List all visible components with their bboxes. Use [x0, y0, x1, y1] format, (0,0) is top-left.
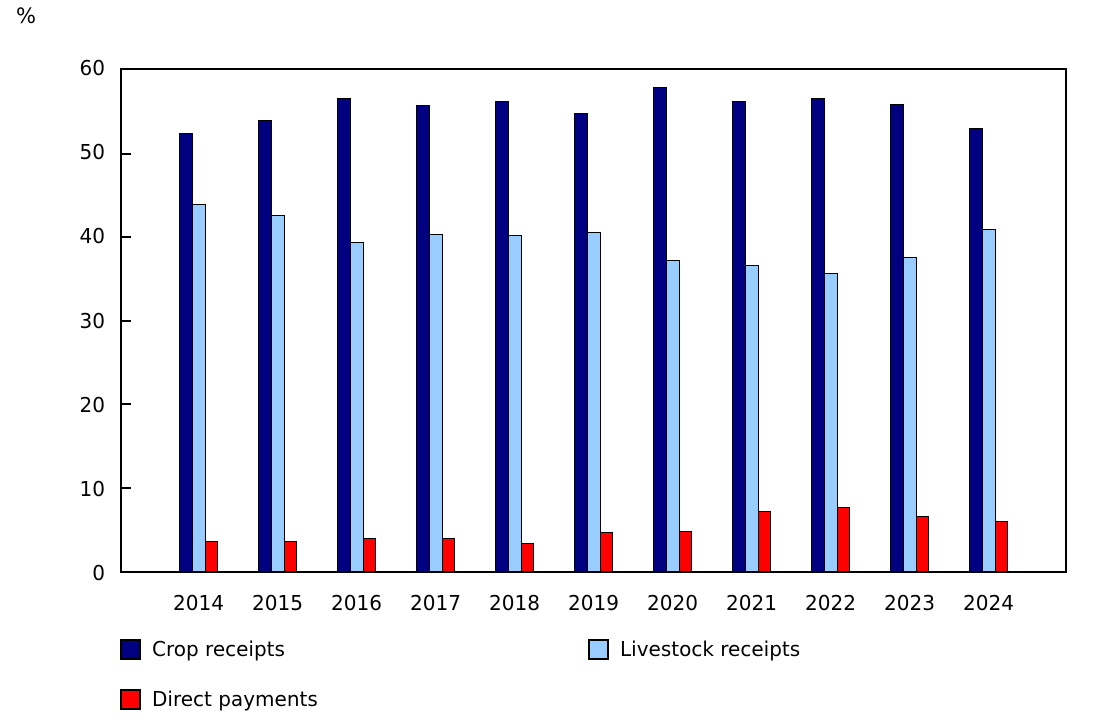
bar-livestock-receipts-2014 — [192, 203, 206, 571]
bar-livestock-receipts-2020 — [666, 259, 680, 571]
bar-livestock-receipts-2015 — [271, 215, 285, 571]
legend-label-crop-receipts: Crop receipts — [152, 637, 285, 661]
y-tick-mark-50 — [122, 152, 131, 155]
bar-livestock-receipts-2021 — [745, 265, 759, 571]
bar-direct-payments-2016 — [363, 537, 376, 571]
y-axis-unit-label: % — [16, 4, 36, 28]
bar-crop-receipts-2014 — [179, 133, 193, 571]
bar-direct-payments-2023 — [916, 515, 929, 571]
bar-crop-receipts-2023 — [890, 104, 904, 571]
bar-crop-receipts-2016 — [337, 97, 351, 571]
x-tick-label-2016: 2016 — [331, 591, 382, 615]
bar-direct-payments-2020 — [679, 530, 692, 571]
legend-item-crop-receipts: Crop receipts — [120, 637, 285, 661]
bar-livestock-receipts-2016 — [350, 242, 364, 571]
x-tick-label-2023: 2023 — [884, 591, 935, 615]
bar-direct-payments-2024 — [995, 520, 1008, 571]
x-tick-label-2015: 2015 — [252, 591, 303, 615]
legend-label-direct-payments: Direct payments — [152, 687, 318, 711]
y-tick-label-40: 40 — [79, 224, 105, 249]
bar-direct-payments-2015 — [284, 540, 297, 571]
y-tick-label-20: 20 — [79, 392, 105, 417]
bar-livestock-receipts-2019 — [587, 232, 601, 571]
bar-crop-receipts-2015 — [258, 120, 272, 571]
bar-livestock-receipts-2017 — [429, 233, 443, 571]
x-tick-label-2021: 2021 — [726, 591, 777, 615]
legend-item-livestock-receipts: Livestock receipts — [588, 637, 800, 661]
legend-label-livestock-receipts: Livestock receipts — [620, 637, 801, 661]
y-tick-label-0: 0 — [92, 561, 105, 585]
bar-crop-receipts-2017 — [416, 105, 430, 571]
bar-livestock-receipts-2023 — [903, 257, 917, 571]
x-tick-label-2018: 2018 — [489, 591, 540, 615]
bar-livestock-receipts-2024 — [982, 228, 996, 571]
plot-area — [120, 68, 1067, 573]
x-tick-label-2024: 2024 — [963, 591, 1014, 615]
bar-crop-receipts-2024 — [969, 128, 983, 571]
bar-crop-receipts-2019 — [574, 113, 588, 571]
bar-direct-payments-2014 — [205, 540, 218, 571]
bar-direct-payments-2022 — [837, 506, 850, 571]
bar-direct-payments-2021 — [758, 510, 771, 571]
y-tick-label-30: 30 — [79, 308, 105, 333]
bar-direct-payments-2017 — [442, 538, 455, 571]
x-tick-label-2014: 2014 — [173, 591, 224, 615]
direct-payments-swatch-icon — [120, 688, 141, 710]
y-tick-label-60: 60 — [79, 56, 105, 80]
crop-receipts-swatch-icon — [120, 638, 141, 660]
x-tick-label-2017: 2017 — [410, 591, 461, 615]
livestock-receipts-swatch-icon — [588, 638, 609, 660]
bar-crop-receipts-2020 — [653, 86, 667, 571]
bar-livestock-receipts-2018 — [508, 234, 522, 571]
y-tick-label-50: 50 — [79, 140, 105, 165]
bar-direct-payments-2018 — [521, 542, 534, 571]
y-tick-label-10: 10 — [79, 476, 105, 501]
y-tick-mark-10 — [122, 486, 131, 489]
bar-crop-receipts-2022 — [811, 97, 825, 571]
bar-crop-receipts-2021 — [732, 100, 746, 571]
y-tick-mark-40 — [122, 236, 131, 238]
bar-livestock-receipts-2022 — [824, 272, 838, 571]
bar-direct-payments-2019 — [600, 531, 613, 571]
legend-item-direct-payments: Direct payments — [120, 687, 318, 711]
bar-crop-receipts-2018 — [495, 100, 509, 571]
y-tick-mark-20 — [122, 403, 131, 405]
x-tick-label-2019: 2019 — [568, 591, 619, 615]
y-tick-mark-30 — [122, 319, 131, 322]
x-tick-label-2022: 2022 — [805, 591, 856, 615]
x-tick-label-2020: 2020 — [647, 591, 698, 615]
